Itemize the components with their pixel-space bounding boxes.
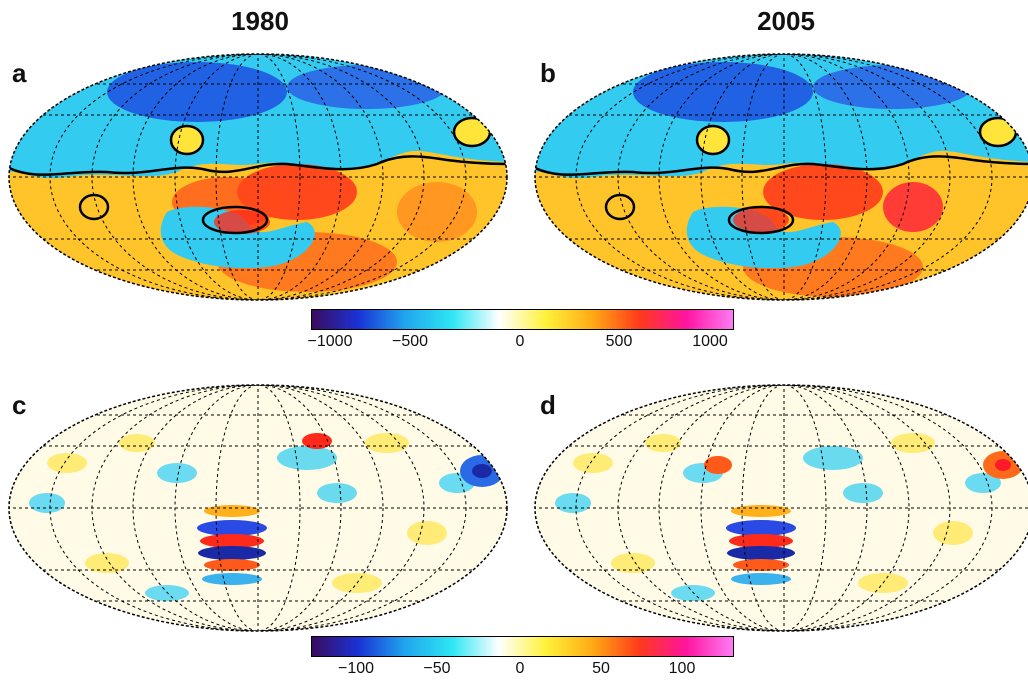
title-2005: 2005 xyxy=(757,6,815,36)
panel-label-a: a xyxy=(12,58,27,88)
map-panel-d xyxy=(534,384,1028,632)
colorbar-top-tick: −500 xyxy=(391,333,429,350)
colorbar-bottom-tick: 0 xyxy=(515,660,525,677)
map-panel-a xyxy=(8,53,508,301)
title-1980: 1980 xyxy=(231,6,289,36)
map-panel-b xyxy=(534,53,1028,301)
colorbar-top-tick: 0 xyxy=(515,333,525,350)
colorbar-bottom xyxy=(311,636,734,657)
map-panel-c xyxy=(8,384,508,632)
colorbar-bottom-tick: −100 xyxy=(337,660,375,677)
colorbar-bottom-tick: 50 xyxy=(592,660,610,677)
panel-label-d: d xyxy=(540,390,556,420)
colorbar-bottom-tick: 100 xyxy=(668,660,696,677)
colorbar-top xyxy=(311,309,734,330)
colorbar-bottom-tick: −50 xyxy=(423,660,451,677)
colorbar-top-tick: 1000 xyxy=(692,333,728,350)
colorbar-top-tick: 500 xyxy=(605,333,633,350)
colorbar-top-tick: −1000 xyxy=(307,333,353,350)
panel-label-c: c xyxy=(12,390,27,420)
panel-label-b: b xyxy=(540,58,556,88)
